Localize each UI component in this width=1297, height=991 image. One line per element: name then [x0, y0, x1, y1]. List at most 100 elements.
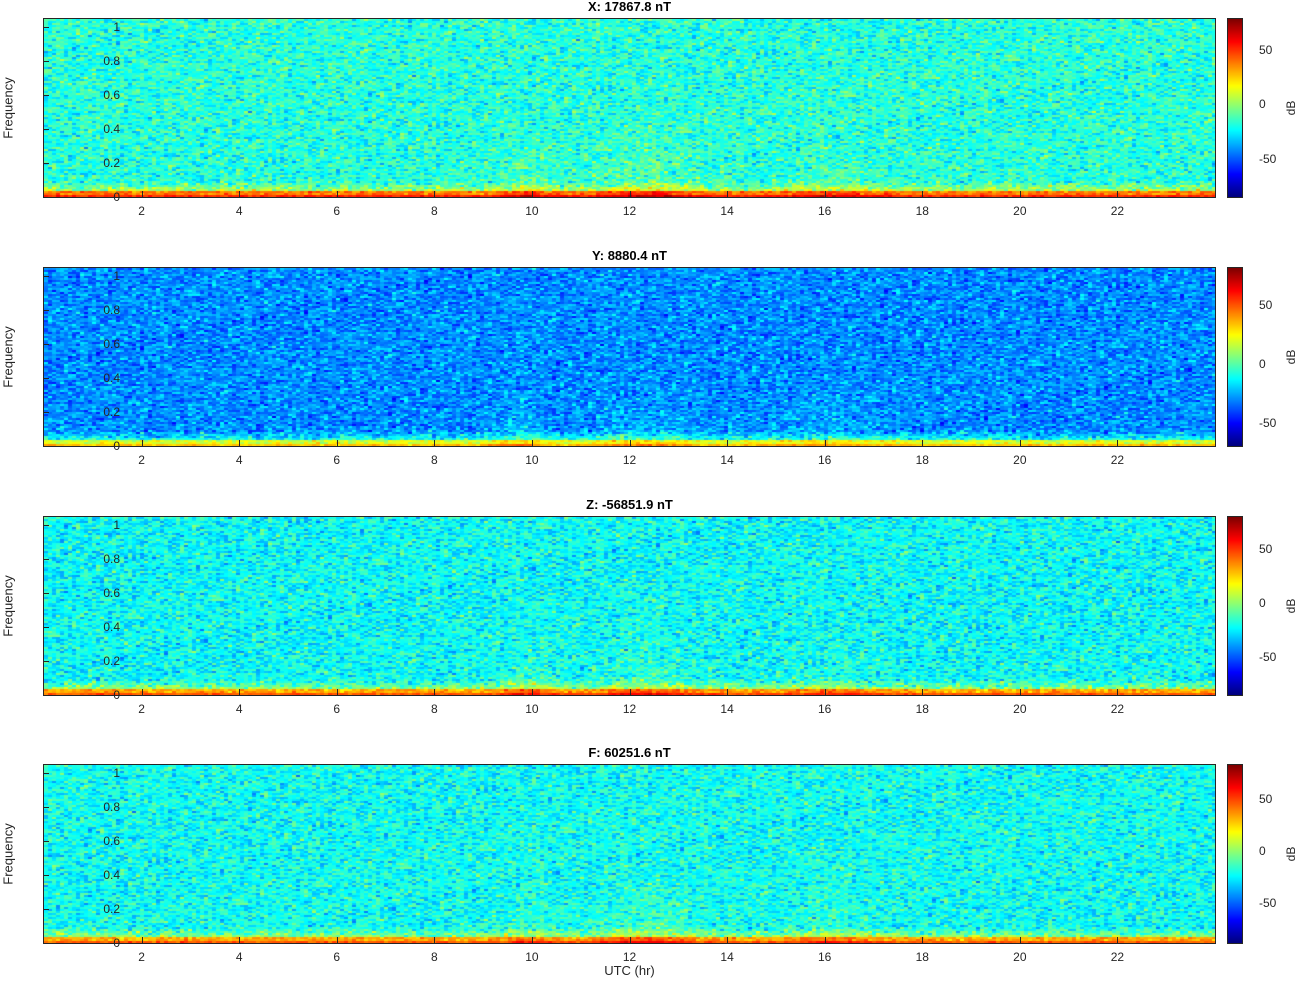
y-tick-label: 0: [113, 936, 120, 950]
y-tick-label: 1: [113, 518, 120, 533]
y-tick-mark: [43, 909, 49, 911]
y-tick-mark: [43, 593, 49, 595]
x-tick-label: 20: [1013, 950, 1027, 964]
x-tick-label: 10: [525, 453, 539, 467]
colorbar: [1227, 267, 1243, 447]
x-tick-mark: [922, 191, 924, 197]
x-tick-mark: [629, 191, 631, 197]
colorbar-label-wrap: dB: [1284, 516, 1297, 696]
x-tick-label: 16: [817, 950, 832, 964]
y-tick-label: 0.4: [103, 620, 120, 635]
x-tick-label: 12: [622, 204, 637, 218]
x-tick-label: 16: [817, 204, 832, 218]
colorbar-label-wrap: dB: [1284, 18, 1297, 198]
x-tick-mark: [434, 937, 436, 943]
x-tick-label: 10: [525, 950, 539, 964]
colorbar-tick-label: 0: [1259, 596, 1266, 611]
y-tick-label: 0.6: [103, 337, 120, 352]
x-tick-mark: [727, 440, 729, 446]
x-tick-label: 20: [1013, 453, 1027, 467]
colorbar-tick-label: 0: [1259, 357, 1266, 372]
spectrogram-plot-area: [43, 516, 1216, 696]
spectrogram-plot-area: [43, 764, 1216, 944]
y-tick-label: 0: [113, 190, 120, 204]
x-tick-label: 18: [915, 453, 929, 467]
x-tick-mark: [239, 937, 241, 943]
y-tick-mark: [43, 378, 49, 380]
spectrogram-panel: X: 17867.8 nT Frequency 0 0.2 0.4 0.6 0.8 1 2 4 6 8…: [0, 0, 1297, 245]
x-tick-label: 20: [1013, 702, 1027, 716]
x-tick-mark: [141, 191, 143, 197]
x-tick-label: 6: [333, 950, 341, 964]
y-tick-label: 0.4: [103, 868, 120, 883]
x-tick-mark: [629, 440, 631, 446]
y-tick-mark: [43, 773, 49, 775]
colorbar-tick-label: 50: [1259, 298, 1273, 313]
x-tick-label: 4: [235, 453, 243, 467]
spectrogram-panel: Y: 8880.4 nT Frequency 0 0.2 0.4 0.6 0.8 1 2 4 6 8 1…: [0, 249, 1297, 494]
x-tick-mark: [434, 689, 436, 695]
x-tick-mark: [1019, 689, 1021, 695]
x-tick-label: 2: [138, 702, 145, 716]
x-tick-label: 22: [1110, 453, 1125, 467]
x-tick-label: 6: [333, 702, 341, 716]
y-tick-label: 0: [113, 688, 120, 702]
x-tick-mark: [239, 440, 241, 446]
y-axis-label: Frequency: [0, 77, 16, 139]
y-tick-mark: [43, 559, 49, 561]
x-tick-mark: [629, 689, 631, 695]
spectrogram-plot-area: [43, 18, 1216, 198]
x-tick-mark: [141, 937, 143, 943]
x-tick-mark: [336, 440, 338, 446]
colorbar-gradient: [1228, 19, 1242, 197]
y-tick-label: 0.2: [103, 902, 120, 917]
x-tick-mark: [727, 937, 729, 943]
y-tick-label: 0.2: [103, 156, 120, 171]
x-tick-mark: [1019, 191, 1021, 197]
x-axis-label: UTC (hr): [604, 963, 655, 978]
x-tick-mark: [434, 440, 436, 446]
x-tick-mark: [727, 191, 729, 197]
y-tick-mark: [43, 841, 49, 843]
spectrogram-plot-area: [43, 267, 1216, 447]
panel-title: F: 60251.6 nT: [588, 745, 671, 760]
y-tick-label: 1: [113, 20, 120, 35]
x-tick-label: 16: [817, 453, 832, 467]
x-tick-mark: [824, 191, 826, 197]
x-tick-label: 22: [1110, 950, 1125, 964]
y-tick-label: 0.8: [103, 800, 120, 815]
x-tick-label: 2: [138, 453, 145, 467]
y-axis-label-wrap: Frequency: [0, 764, 16, 944]
y-tick-label: 0.6: [103, 88, 120, 103]
y-tick-mark: [43, 27, 49, 29]
colorbar-tick-label: 0: [1259, 97, 1266, 112]
x-tick-mark: [922, 440, 924, 446]
x-tick-label: 8: [430, 204, 438, 218]
y-tick-label: 0: [113, 439, 120, 453]
x-tick-label: 18: [915, 702, 929, 716]
x-tick-label: 6: [333, 204, 341, 218]
y-tick-mark: [43, 695, 49, 696]
x-tick-label: 4: [235, 950, 243, 964]
colorbar-gradient: [1228, 765, 1242, 943]
x-tick-label: 8: [430, 702, 438, 716]
x-tick-label: 14: [720, 453, 734, 467]
colorbar-label-wrap: dB: [1284, 267, 1297, 447]
colorbar-tick-label: -50: [1259, 415, 1277, 430]
x-tick-label: 14: [720, 702, 734, 716]
x-tick-mark: [141, 440, 143, 446]
y-tick-mark: [43, 61, 49, 63]
x-tick-mark: [531, 191, 533, 197]
colorbar-label: dB: [1284, 846, 1297, 862]
colorbar: [1227, 764, 1243, 944]
colorbar-tick-label: -50: [1259, 151, 1277, 166]
y-tick-mark: [43, 310, 49, 312]
x-tick-label: 2: [138, 204, 145, 218]
y-tick-mark: [43, 344, 49, 346]
x-tick-mark: [531, 440, 533, 446]
colorbar-tick-label: -50: [1259, 650, 1277, 665]
x-tick-label: 14: [720, 204, 734, 218]
x-tick-mark: [336, 191, 338, 197]
x-tick-label: 10: [525, 204, 539, 218]
y-tick-mark: [43, 875, 49, 877]
